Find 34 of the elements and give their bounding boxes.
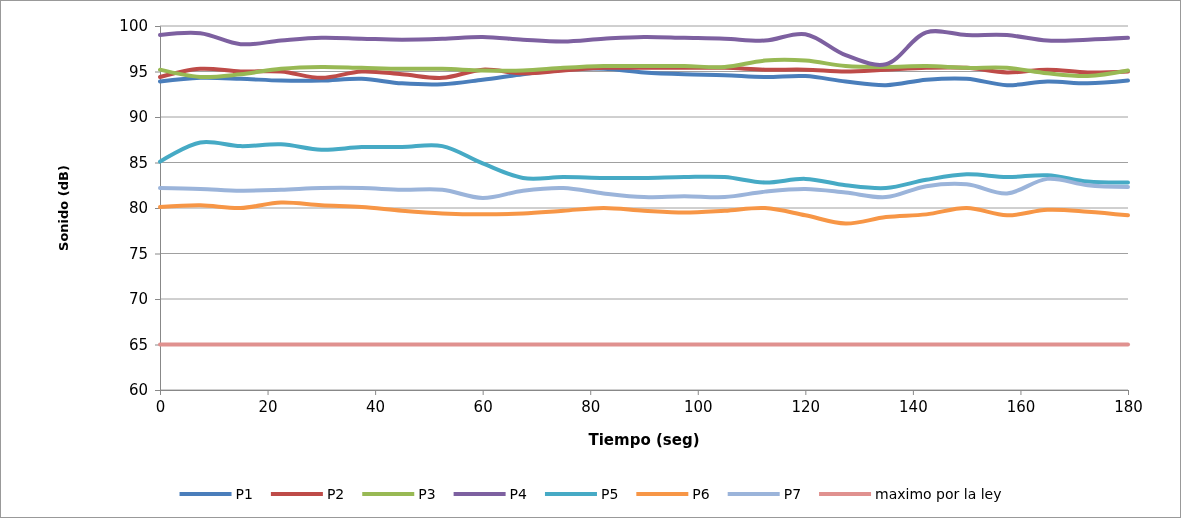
line-series (158, 176, 1130, 200)
legend-label: P3 (418, 486, 436, 502)
y-tick-label: 80 (128, 199, 148, 218)
x-tick-label: 120 (791, 397, 821, 416)
x-axis-title: Tiempo (seg) (588, 431, 700, 449)
legend-label: P6 (692, 486, 710, 502)
legend-label: P5 (600, 486, 619, 502)
y-tick-label: 100 (119, 17, 148, 36)
x-tick-label: 140 (899, 397, 928, 416)
y-tick-label: 90 (128, 108, 148, 127)
line-series (158, 29, 1130, 67)
x-tick-label: 0 (155, 397, 166, 416)
line-series (158, 57, 1130, 80)
y-tick-label: 85 (128, 153, 148, 172)
x-tick-label: 20 (258, 397, 278, 416)
x-tick-label: 80 (581, 397, 601, 416)
x-tick-label: 160 (1006, 397, 1036, 416)
y-tick-label: 70 (128, 290, 148, 309)
legend-label: P2 (326, 486, 345, 502)
line-series (158, 200, 1130, 226)
y-tick-label: 60 (128, 381, 148, 400)
y-tick-label: 95 (128, 62, 148, 81)
x-tick-label: 100 (683, 397, 713, 416)
y-axis-title: Sonido (dB) (56, 165, 71, 251)
legend-label: P1 (235, 486, 253, 502)
x-tick-label: 180 (1114, 397, 1143, 416)
y-tick-label: 65 (128, 335, 148, 354)
legend-label: maximo por la ley (875, 486, 1002, 502)
legend-label: P7 (783, 486, 802, 502)
y-tick-label: 75 (128, 244, 148, 263)
x-tick-label: 60 (473, 397, 493, 416)
x-tick-label: 40 (366, 397, 386, 416)
legend-label: P4 (509, 486, 528, 502)
line-series (158, 139, 1130, 191)
